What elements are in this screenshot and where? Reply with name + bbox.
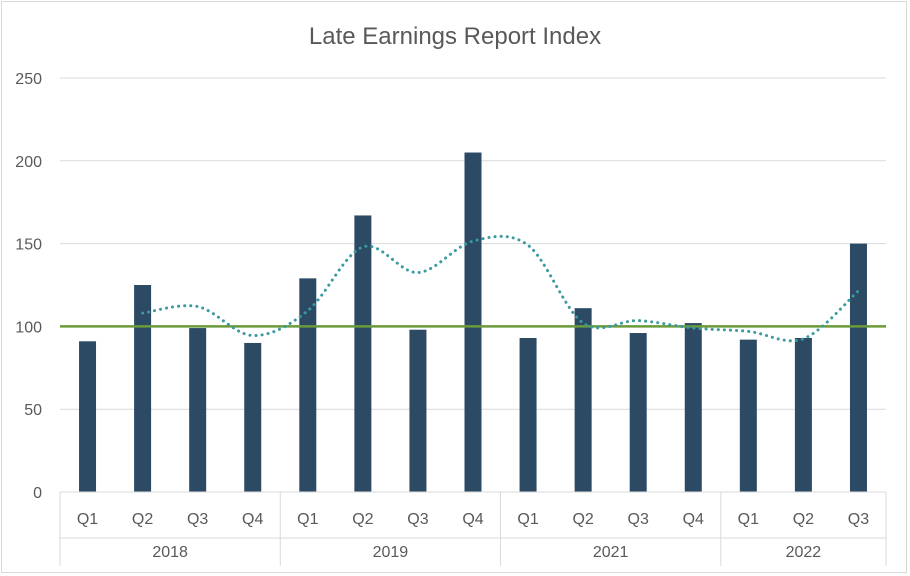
x-tick-label: Q2 [132, 511, 153, 528]
x-tick-label: Q1 [77, 511, 98, 528]
y-tick-label: 0 [33, 485, 42, 502]
bar [409, 329, 427, 492]
bar [519, 337, 537, 492]
x-group-label: 2019 [373, 544, 409, 561]
bar [739, 339, 757, 492]
x-tick-label: Q3 [407, 511, 428, 528]
bar [244, 342, 262, 492]
x-tick-label: Q2 [572, 511, 593, 528]
bar [849, 243, 867, 492]
bar [629, 333, 647, 492]
trend-line [141, 234, 860, 343]
y-axis-ticks: 0 50 100 150 200 250 [15, 71, 42, 502]
x-group-label: 2022 [786, 544, 822, 561]
x-tick-label: Q1 [297, 511, 318, 528]
bar [574, 308, 592, 492]
y-tick-label: 150 [15, 237, 42, 254]
y-tick-label: 250 [15, 71, 42, 88]
bar [79, 341, 97, 492]
y-tick-label: 200 [15, 154, 42, 171]
x-tick-label: Q2 [352, 511, 373, 528]
x-tick-label: Q4 [683, 511, 704, 528]
x-tick-label: Q3 [628, 511, 649, 528]
x-axis: Q1 Q2 Q3 Q4 2018 Q1 Q2 Q3 Q4 2019 Q1 Q2 Q3 Q4 2021 Q1 Q2… [59, 491, 887, 566]
trend-series [141, 234, 860, 343]
bar [684, 323, 702, 492]
x-tick-label: Q1 [738, 511, 759, 528]
x-tick-label: Q4 [242, 511, 263, 528]
x-tick-label: Q3 [848, 511, 869, 528]
bar [299, 278, 317, 492]
bar [354, 215, 372, 492]
y-tick-label: 50 [24, 402, 42, 419]
bar-series [79, 152, 867, 492]
y-tick-label: 100 [15, 319, 42, 336]
bar [134, 285, 152, 492]
x-group-label: 2021 [593, 544, 629, 561]
bar [464, 152, 482, 492]
bar [794, 337, 812, 492]
bar [189, 328, 207, 492]
chart-title: Late Earnings Report Index [309, 23, 601, 50]
x-tick-label: Q3 [187, 511, 208, 528]
x-tick-label: Q1 [517, 511, 538, 528]
x-tick-label: Q4 [462, 511, 483, 528]
x-group-label: 2018 [152, 544, 188, 561]
x-tick-label: Q2 [793, 511, 814, 528]
